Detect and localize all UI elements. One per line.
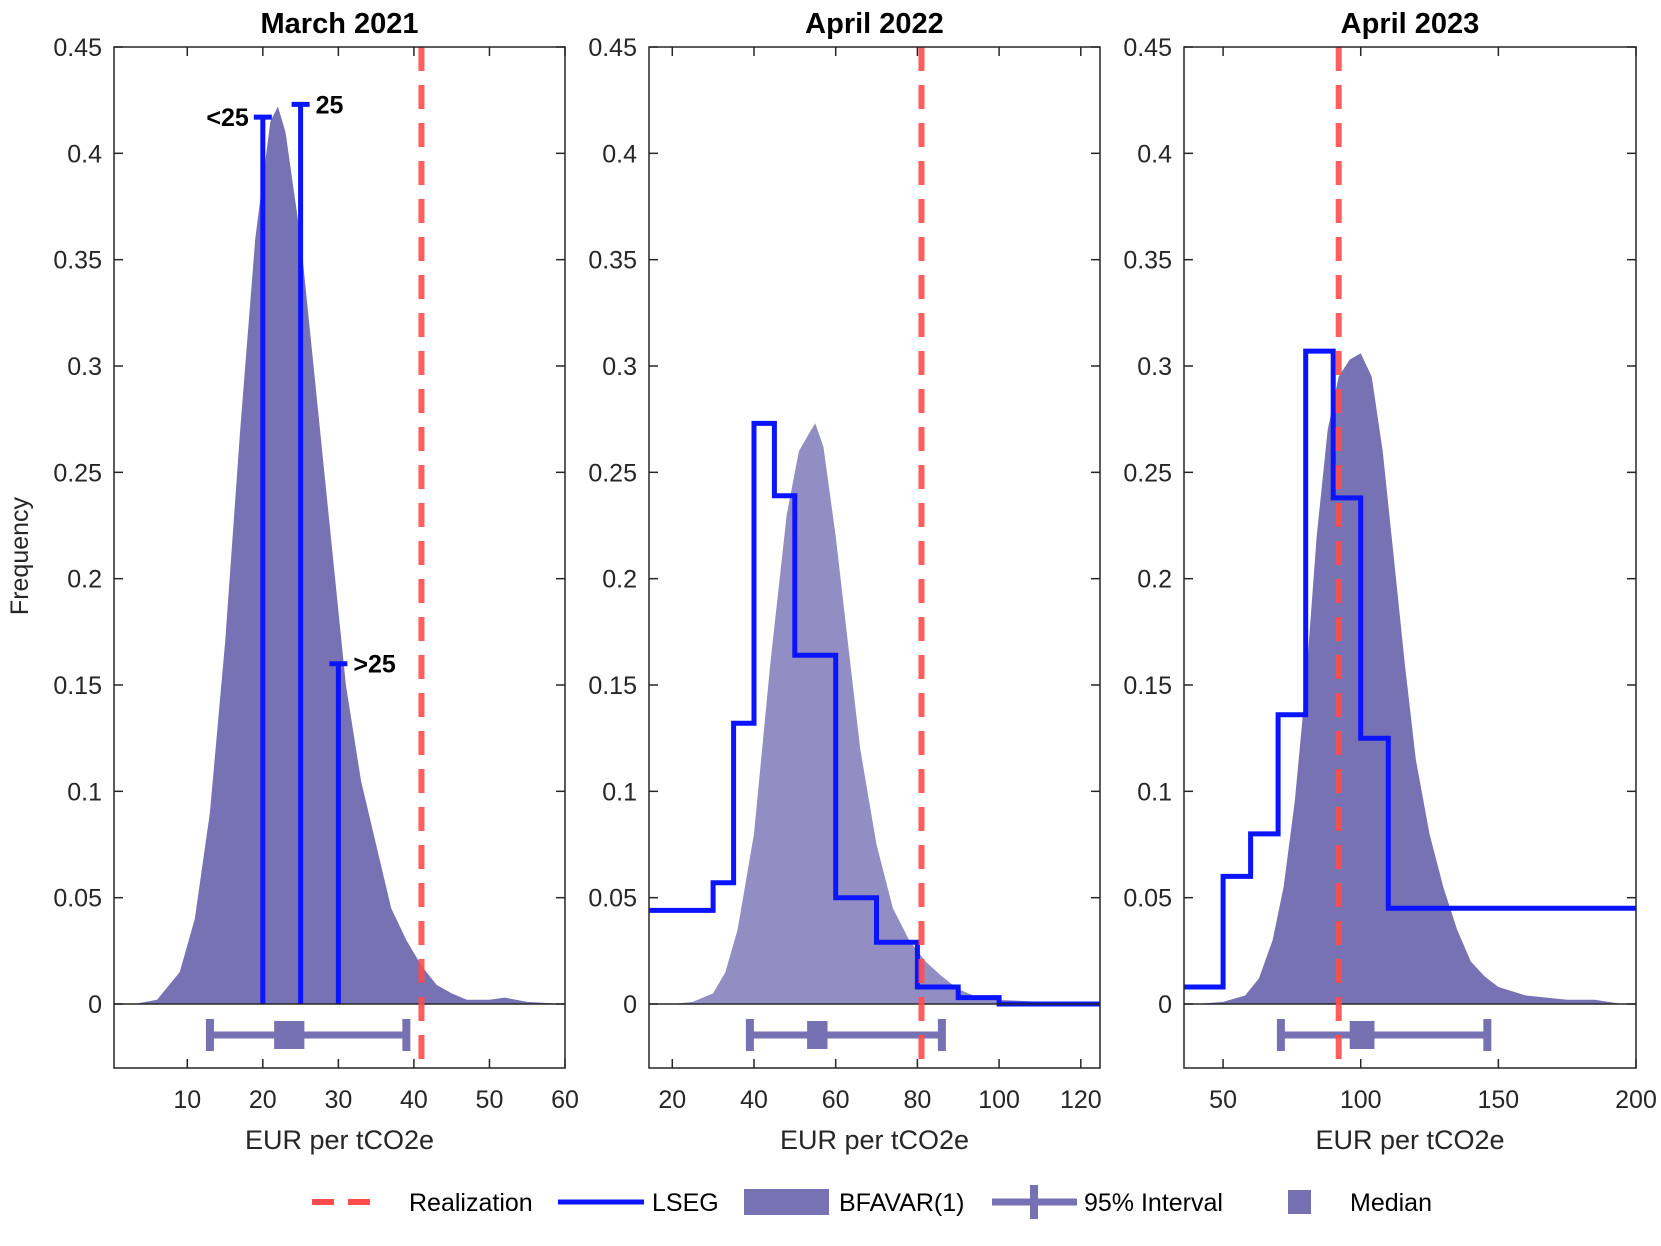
bfavar-density-area [1195,353,1623,1004]
interval-cap [745,1019,754,1051]
panel-title: March 2021 [261,8,419,40]
lseg-stem-label: >25 [353,651,396,679]
panel-2: 0 0.05 0.1 0.15 0.2 0.25 0.3 0.35 0.4 0.45 20 40 60 8… [588,8,1101,1155]
y-tick-label: 0.3 [602,353,637,381]
plot-area [134,101,565,1004]
panel-1: <25 25 >25 0 0.05 0.1 0.15 0.2 0.25 0.3 0.35 0.4 0.4… [53,8,579,1155]
panel-title: April 2022 [805,8,944,40]
x-tick-label: 200 [1615,1086,1657,1114]
x-tick-label: 30 [324,1086,352,1114]
x-tick-label: 120 [1060,1086,1102,1114]
x-tick-label: 150 [1478,1086,1520,1114]
x-tick-label: 80 [903,1086,931,1114]
x-axis-label: EUR per tCO2e [780,1125,969,1155]
y-tick-label: 0.4 [67,140,102,168]
median-marker [807,1021,828,1049]
y-tick-label: 0.05 [588,885,637,913]
panels: <25 25 >25 0 0.05 0.1 0.15 0.2 0.25 0.3 0.35 0.4 0.4… [53,8,1657,1155]
y-tick-label: 0.05 [53,885,102,913]
plot-area [1184,348,1636,1004]
x-axis-label: EUR per tCO2e [245,1125,434,1155]
legend-median-label: Median [1350,1189,1432,1217]
legend-interval-label: 95% Interval [1084,1189,1223,1217]
interval-cap [1483,1019,1492,1051]
axes-box [648,46,1101,1069]
x-axis-label: EUR per tCO2e [1315,1125,1504,1155]
y-tick-label: 0.3 [1137,353,1172,381]
axes-box [113,46,566,1069]
y-tick-label: 0.2 [67,566,102,594]
interval-cap [937,1019,946,1051]
median-marker [274,1021,305,1049]
x-tick-label: 50 [476,1086,504,1114]
y-tick-label: 0.45 [1123,34,1172,62]
y-tick-label: 0.35 [53,247,102,275]
interval-cap [1276,1019,1285,1051]
y-tick-label: 0.25 [588,459,637,487]
y-tick-label: 0.4 [602,140,637,168]
x-tick-label: 40 [740,1086,768,1114]
y-tick-label: 0.3 [67,353,102,381]
lseg-stem-label: <25 [206,104,249,132]
interval-cap [205,1019,214,1051]
median-marker [1349,1021,1375,1049]
y-tick-label: 0.2 [1137,566,1172,594]
y-tick-label: 0.25 [53,459,102,487]
legend-median-swatch [1288,1190,1311,1214]
y-tick-label: 0.1 [67,778,102,806]
y-tick-label: 0.15 [53,672,102,700]
x-tick-label: 50 [1209,1086,1237,1114]
panel-title: April 2023 [1341,8,1480,40]
y-tick-label: 0.1 [602,778,637,806]
y-tick-label: 0.35 [1123,247,1172,275]
interval-cap [402,1019,411,1051]
bfavar-density-area [672,423,1100,1004]
legend: Realization LSEG BFAVAR(1) 95% Interval Medi… [312,1185,1432,1219]
y-tick-label: 0.4 [1137,140,1172,168]
y-tick-label: 0 [88,991,102,1019]
legend-lseg-label: LSEG [652,1189,719,1217]
y-axis-label: Frequency [6,496,34,615]
x-tick-label: 20 [658,1086,686,1114]
legend-bfavar-swatch [744,1189,829,1215]
panel-3: 0 0.05 0.1 0.15 0.2 0.25 0.3 0.35 0.4 0.45 50 100 15… [1123,8,1657,1155]
y-tick-label: 0 [1158,991,1172,1019]
plot-area [649,420,1100,1007]
lseg-step-line [1184,348,1636,990]
x-tick-label: 60 [551,1086,579,1114]
y-tick-label: 0 [623,991,637,1019]
y-tick-label: 0.15 [588,672,637,700]
y-tick-label: 0.25 [1123,459,1172,487]
bfavar-density-area [134,106,565,1004]
lseg-step-line [649,420,1100,1007]
x-tick-label: 100 [978,1086,1020,1114]
legend-interval-cap [1030,1185,1038,1219]
axes-box [1183,46,1637,1069]
x-tick-label: 20 [249,1086,277,1114]
x-tick-label: 60 [822,1086,850,1114]
lseg-stem-label: 25 [316,91,344,119]
y-tick-label: 0.45 [588,34,637,62]
legend-bfavar-label: BFAVAR(1) [839,1189,965,1217]
y-tick-label: 0.15 [1123,672,1172,700]
legend-realization-label: Realization [409,1189,533,1217]
x-tick-label: 10 [173,1086,201,1114]
y-tick-label: 0.45 [53,34,102,62]
x-tick-label: 100 [1340,1086,1382,1114]
y-tick-label: 0.1 [1137,778,1172,806]
x-tick-label: 40 [400,1086,428,1114]
y-tick-label: 0.2 [602,566,637,594]
y-tick-label: 0.35 [588,247,637,275]
y-tick-label: 0.05 [1123,885,1172,913]
